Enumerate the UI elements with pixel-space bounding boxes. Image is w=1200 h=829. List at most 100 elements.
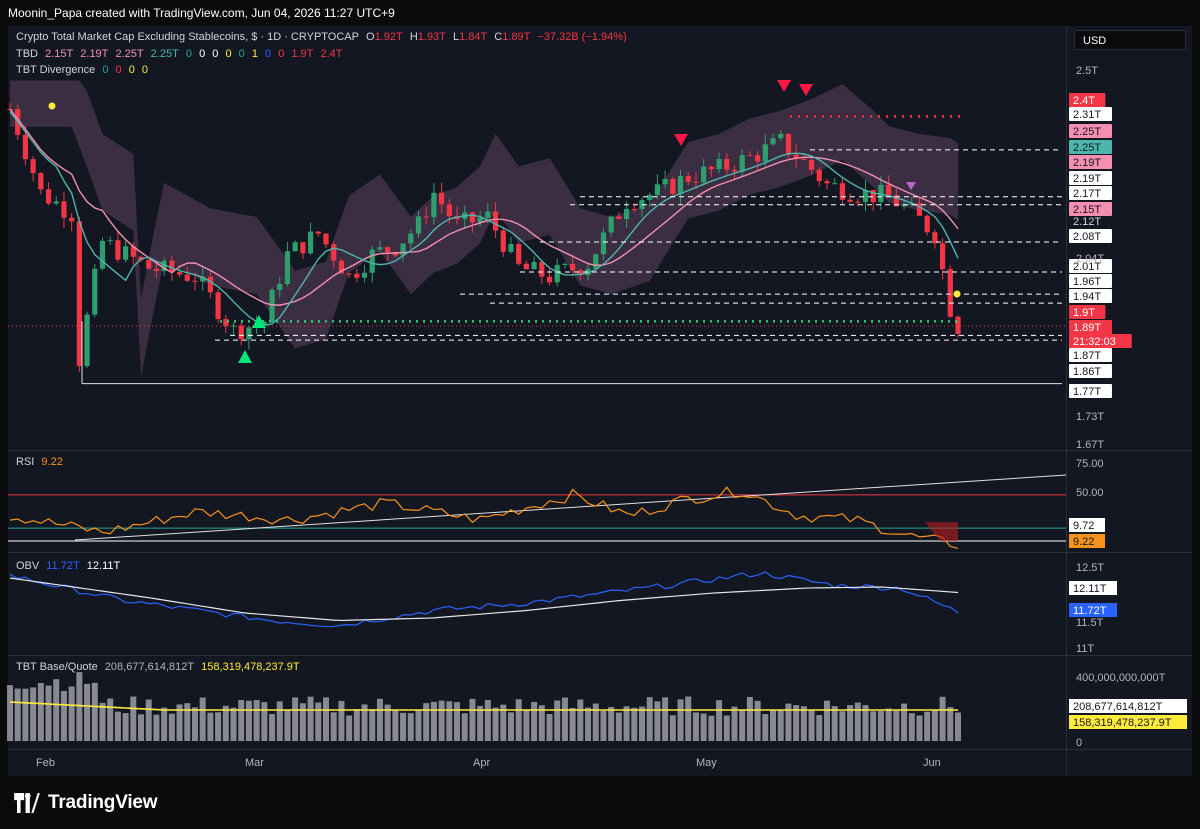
candle <box>477 217 483 223</box>
volume-bar <box>91 682 98 741</box>
close-value: 1.89T <box>502 31 531 43</box>
candle <box>115 240 121 260</box>
candle <box>485 211 491 218</box>
volume-ma-line <box>9 701 958 711</box>
candle <box>562 263 568 265</box>
volume-bar <box>716 700 723 741</box>
volume-bar <box>561 697 568 741</box>
tradingview-logo-icon <box>14 793 40 813</box>
volume-bar <box>916 715 923 741</box>
price-scale-badge <box>1069 348 1112 362</box>
candle <box>192 280 198 282</box>
candle <box>431 192 437 218</box>
price-scale-label: 2.4T <box>1073 95 1095 107</box>
volume-bar <box>299 703 306 741</box>
candle <box>554 264 560 283</box>
volume-bar <box>84 683 91 741</box>
chart-frame <box>8 26 1192 776</box>
obv-scale-badge <box>1069 581 1117 595</box>
volume-bar <box>438 700 445 741</box>
footer: TradingView <box>0 776 1200 829</box>
volume-bar <box>261 702 268 741</box>
volume-bar <box>176 704 183 741</box>
volume-bar <box>854 702 861 741</box>
price-scale-badge <box>1069 140 1112 154</box>
obv-legend[interactable]: OBV 11.72T 12.11T <box>16 560 121 572</box>
low-value: 1.84T <box>459 31 488 43</box>
candle <box>284 251 291 285</box>
candles-layer <box>7 103 961 372</box>
volume-bar <box>546 714 553 741</box>
price-scale-badge <box>1069 202 1112 216</box>
volume-legend[interactable]: TBT Base/Quote 208,677,614,812T 158,319,… <box>16 661 300 673</box>
volume-bar <box>870 711 877 741</box>
volume-bar <box>531 701 538 741</box>
rsi-value: 9.22 <box>41 456 63 468</box>
candle <box>30 159 36 173</box>
candle <box>107 240 113 242</box>
candle <box>608 216 614 233</box>
price-scale-label: 1.77T <box>1073 386 1101 398</box>
tradingview-logo[interactable]: TradingView <box>12 792 158 814</box>
candle <box>947 269 953 317</box>
open-value: 1.92T <box>374 31 403 43</box>
candle <box>832 183 838 185</box>
volume-bar <box>924 711 931 741</box>
main-legend[interactable]: Crypto Total Market Cap Excluding Stable… <box>16 31 635 43</box>
price-scale-label: 1.87T <box>1073 350 1101 362</box>
price-scale-badge <box>1069 334 1132 348</box>
candle <box>523 263 529 270</box>
volume-bar <box>577 699 584 741</box>
volume-bar <box>615 712 622 741</box>
tbd-legend[interactable]: TBD 2.15T 2.19T 2.25T 2.25T 0 0 0 0 0 1 … <box>16 48 343 60</box>
volume-scale-badge <box>1069 699 1187 713</box>
volume-bar <box>138 714 145 741</box>
volume-bar <box>500 704 507 741</box>
rsi-trendline <box>74 474 1067 541</box>
candle <box>292 242 298 252</box>
volume-bar <box>592 703 599 741</box>
candle <box>230 325 237 327</box>
candle <box>277 284 283 290</box>
volume-bar <box>600 710 607 741</box>
candle <box>508 244 514 252</box>
volume-bar <box>130 696 137 741</box>
candle <box>870 189 876 203</box>
volume-bar <box>284 710 291 741</box>
volume-bar <box>908 713 915 741</box>
price-scale-label: 2.15T <box>1073 204 1101 216</box>
volume-bar <box>199 697 206 741</box>
yellow-dot-marker <box>953 290 961 298</box>
volume-bar <box>76 672 83 741</box>
time-axis-label: Jun <box>923 757 941 769</box>
candle <box>238 325 244 340</box>
candle <box>200 276 206 282</box>
volume-bar <box>639 706 645 741</box>
volume-bar <box>515 699 522 741</box>
candle <box>901 204 907 207</box>
volume-bar <box>677 699 684 741</box>
rsi-scale-label: 9.22 <box>1073 536 1094 548</box>
volume-bar <box>330 712 337 741</box>
volume-bar <box>369 709 376 741</box>
volume-bar <box>376 698 383 741</box>
volume-bar <box>37 683 44 741</box>
currency-button[interactable]: USD <box>1074 30 1186 50</box>
volume-bar <box>60 690 67 741</box>
candle <box>408 233 414 244</box>
volume-value: 208,677,614,812T <box>104 661 195 673</box>
obv-scale-label: 11.72T <box>1073 605 1107 617</box>
buy-signal-triangle <box>252 315 266 328</box>
candle <box>585 268 591 276</box>
volume-bar <box>507 712 514 741</box>
divergence-legend[interactable]: TBT Divergence 0 0 0 0 <box>16 64 149 76</box>
volume-bar <box>168 713 175 741</box>
time-axis-label: Feb <box>36 757 55 769</box>
candle <box>893 195 899 207</box>
volume-bar <box>823 700 830 741</box>
price-scale-label: 2.08T <box>1073 231 1101 243</box>
candle <box>955 316 961 334</box>
candle <box>747 155 753 157</box>
rsi-legend[interactable]: RSI 9.22 <box>16 456 63 468</box>
